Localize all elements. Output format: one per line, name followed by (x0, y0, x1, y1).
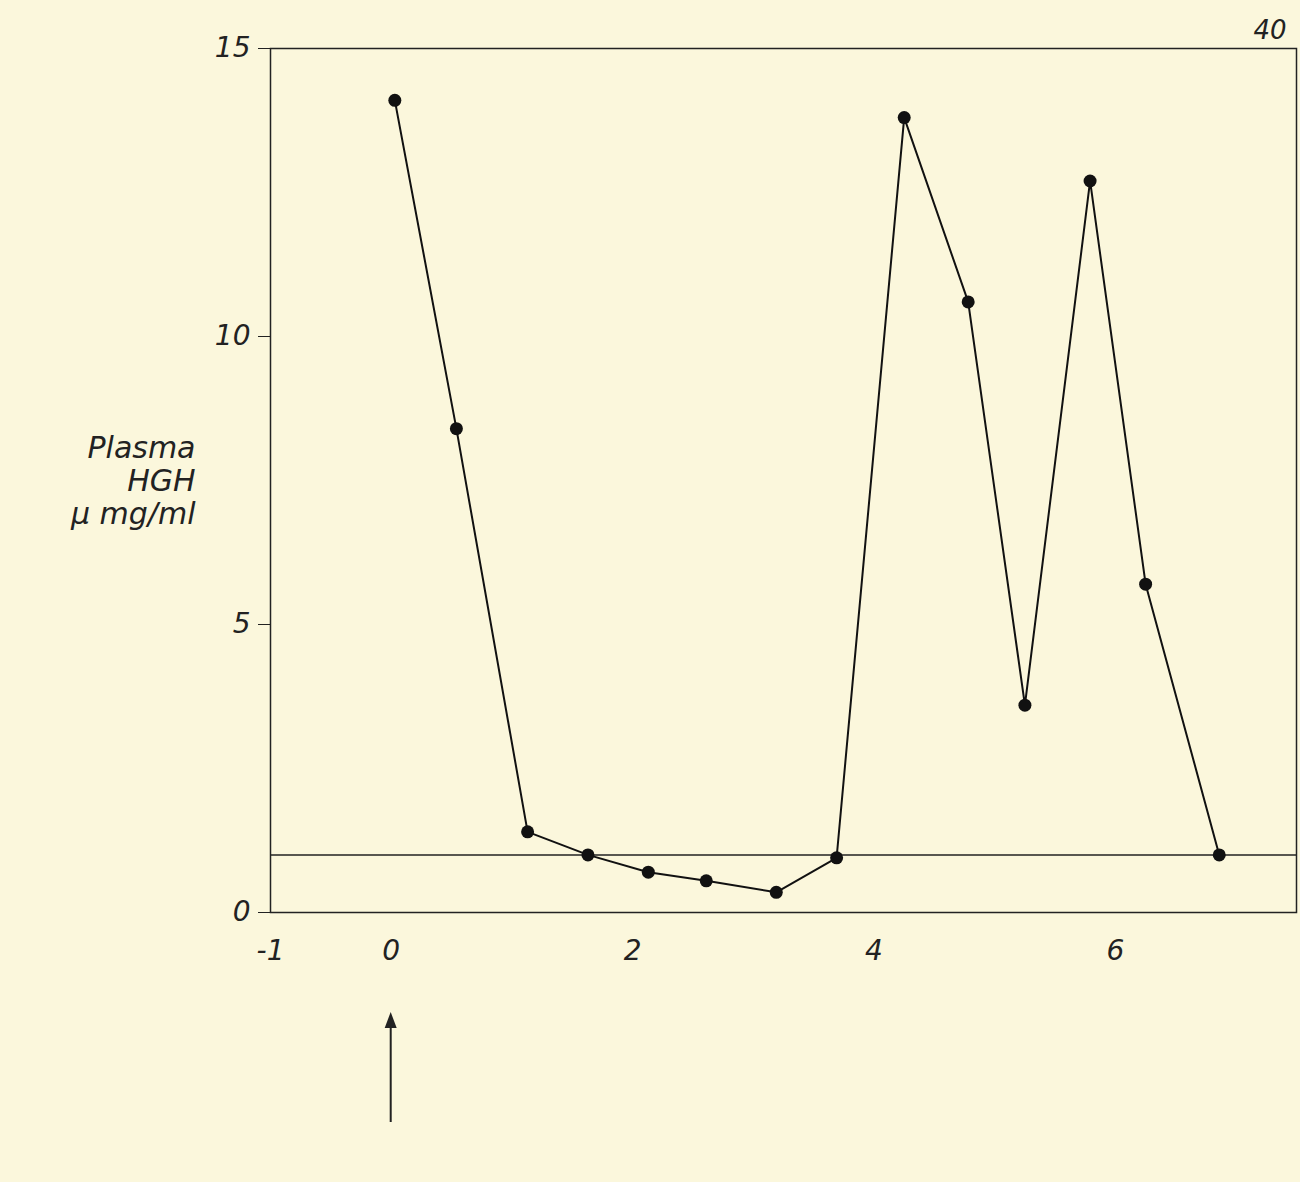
svg-text:PlasmaHGHμ mg/ml: PlasmaHGHμ mg/ml (70, 430, 196, 531)
svg-text:-1: -1 (257, 934, 285, 967)
svg-text:40: 40 (1253, 15, 1286, 45)
svg-text:0: 0 (233, 895, 251, 928)
svg-text:6: 6 (1107, 934, 1125, 967)
svg-text:10: 10 (215, 319, 251, 352)
svg-text:5: 5 (233, 607, 251, 640)
svg-text:0: 0 (382, 934, 400, 967)
svg-text:2: 2 (624, 934, 642, 967)
svg-text:4: 4 (865, 934, 883, 967)
svg-text:15: 15 (215, 31, 251, 64)
